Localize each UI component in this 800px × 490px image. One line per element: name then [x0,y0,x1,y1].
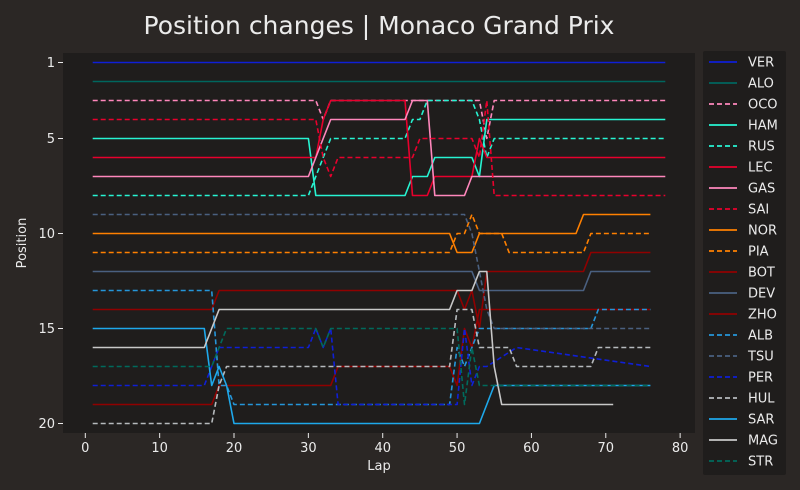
legend-label: HUL [748,392,775,407]
series-line-gas [92,99,666,197]
legend-label: DEV [748,287,775,302]
y-tick-label: 5 [47,132,55,147]
series-line-dev [92,270,651,292]
legend: VER ALO OCO HAM RUS LEC GAS SAI NOR PIA BOT DEV ZHO A… [703,51,786,475]
legend-label: OCO [748,98,778,113]
series-line-str [92,327,651,406]
y-tick-label: 10 [38,227,55,242]
series-line-tsu [92,213,651,330]
legend-label: RUS [748,140,775,155]
series-line-sai [92,99,666,197]
x-tick-label: 0 [81,441,89,456]
series-line-sar [92,327,651,425]
x-tick-label: 60 [523,441,540,456]
legend-label: TSU [747,350,774,365]
series-line-per [92,327,651,406]
x-tick-label: 40 [374,441,391,456]
plot-area [63,53,695,433]
y-tick-label: 20 [38,417,55,432]
x-tick-label: 80 [672,441,689,456]
legend-label: PER [748,371,773,386]
x-tick-label: 20 [226,441,243,456]
y-tick-label: 1 [47,56,55,71]
x-tick-label: 50 [449,441,466,456]
series-line-rus [92,99,666,197]
legend-label: LEC [748,161,773,176]
legend-label: SAI [748,203,769,218]
x-axis-label: Lap [367,459,390,474]
legend-box [703,51,786,475]
x-tick-label: 30 [300,441,317,456]
legend-label: ALB [748,329,773,344]
legend-label: SAR [748,413,774,428]
series-lines [92,61,666,425]
legend-label: GAS [748,182,775,197]
legend-label: STR [748,455,773,470]
series-line-nor [92,213,651,254]
x-tick-label: 10 [151,441,168,456]
legend-label: ZHO [748,308,777,323]
legend-label: ALO [748,77,774,92]
chart-title: Position changes | Monaco Grand Prix [144,11,615,40]
y-axis-label: Position [15,218,30,269]
legend-label: PIA [748,245,769,260]
series-line-ham [92,118,666,197]
series-line-pia [92,213,651,254]
legend-label: VER [748,56,774,71]
series-line-hul [92,308,651,425]
legend-label: MAG [748,434,778,449]
series-line-lec [92,99,666,197]
series-line-mag [92,270,614,406]
legend-label: BOT [748,266,775,281]
legend-label: HAM [748,119,778,134]
y-tick-label: 15 [38,322,55,337]
x-tick-label: 70 [598,441,615,456]
legend-label: NOR [748,224,777,239]
